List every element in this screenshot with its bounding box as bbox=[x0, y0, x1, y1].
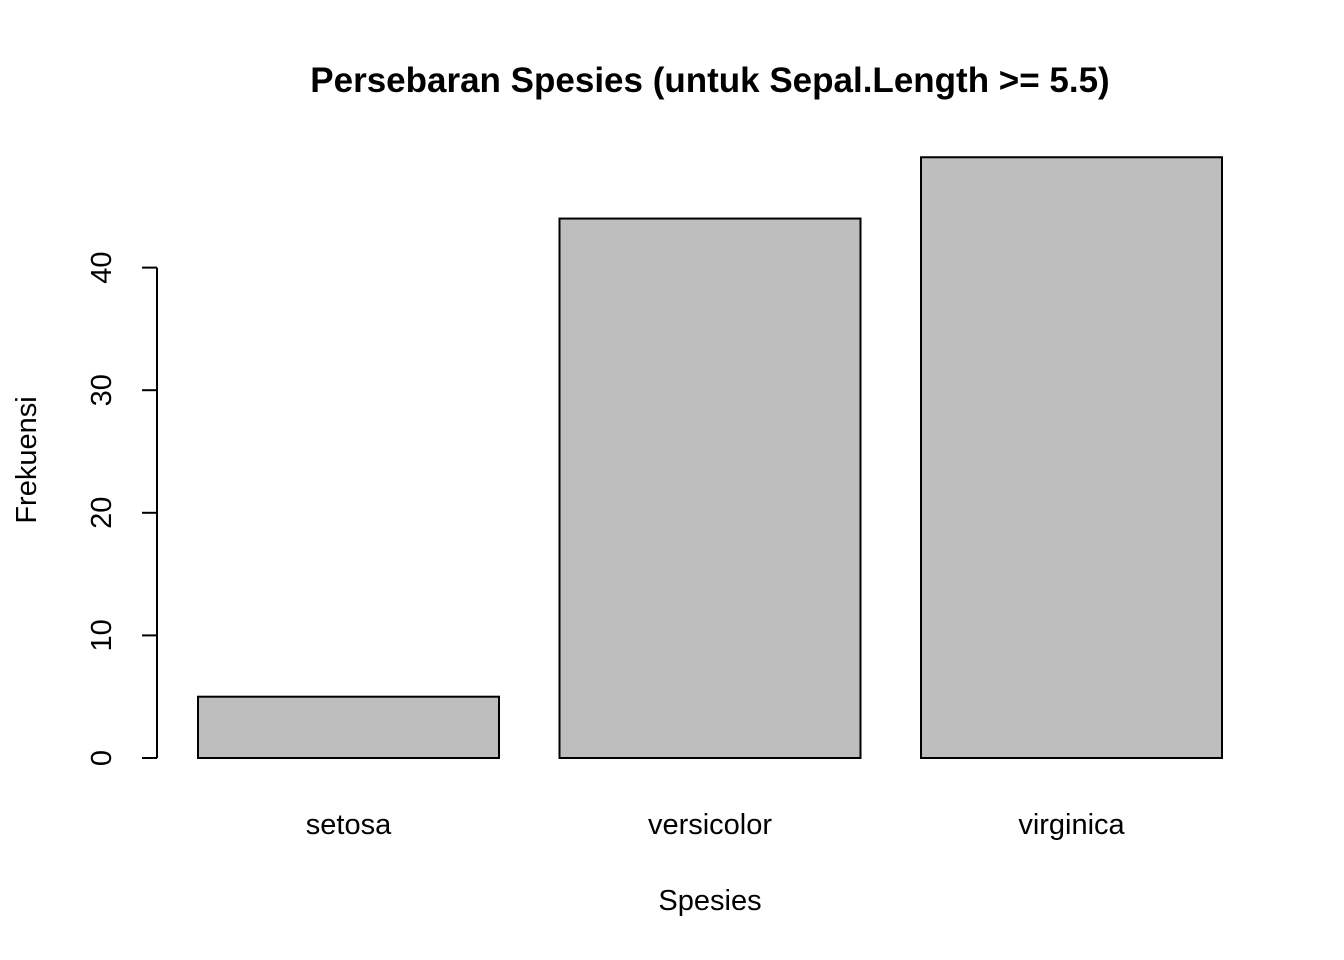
chart-title: Persebaran Spesies (untuk Sepal.Length >… bbox=[310, 61, 1109, 100]
y-tick-label-10: 10 bbox=[86, 619, 118, 651]
x-axis-label: Spesies bbox=[658, 885, 761, 917]
y-axis-label: Frekuensi bbox=[11, 396, 43, 523]
y-tick-label-20: 20 bbox=[86, 497, 118, 529]
y-tick-label-30: 30 bbox=[86, 374, 118, 406]
bars-group bbox=[197, 156, 1223, 760]
bar-virginica bbox=[920, 156, 1223, 759]
x-tick-label-setosa: setosa bbox=[306, 809, 392, 841]
bar-versicolor bbox=[558, 217, 862, 759]
x-tick-label-versicolor: versicolor bbox=[648, 809, 772, 841]
y-tick-label-40: 40 bbox=[86, 251, 118, 283]
y-tick-label-0: 0 bbox=[86, 750, 118, 766]
y-axis: 0 10 20 30 40 bbox=[86, 251, 158, 766]
x-tick-labels: setosa versicolor virginica bbox=[306, 809, 1126, 841]
bar-setosa bbox=[197, 695, 500, 760]
x-tick-label-virginica: virginica bbox=[1018, 809, 1125, 841]
